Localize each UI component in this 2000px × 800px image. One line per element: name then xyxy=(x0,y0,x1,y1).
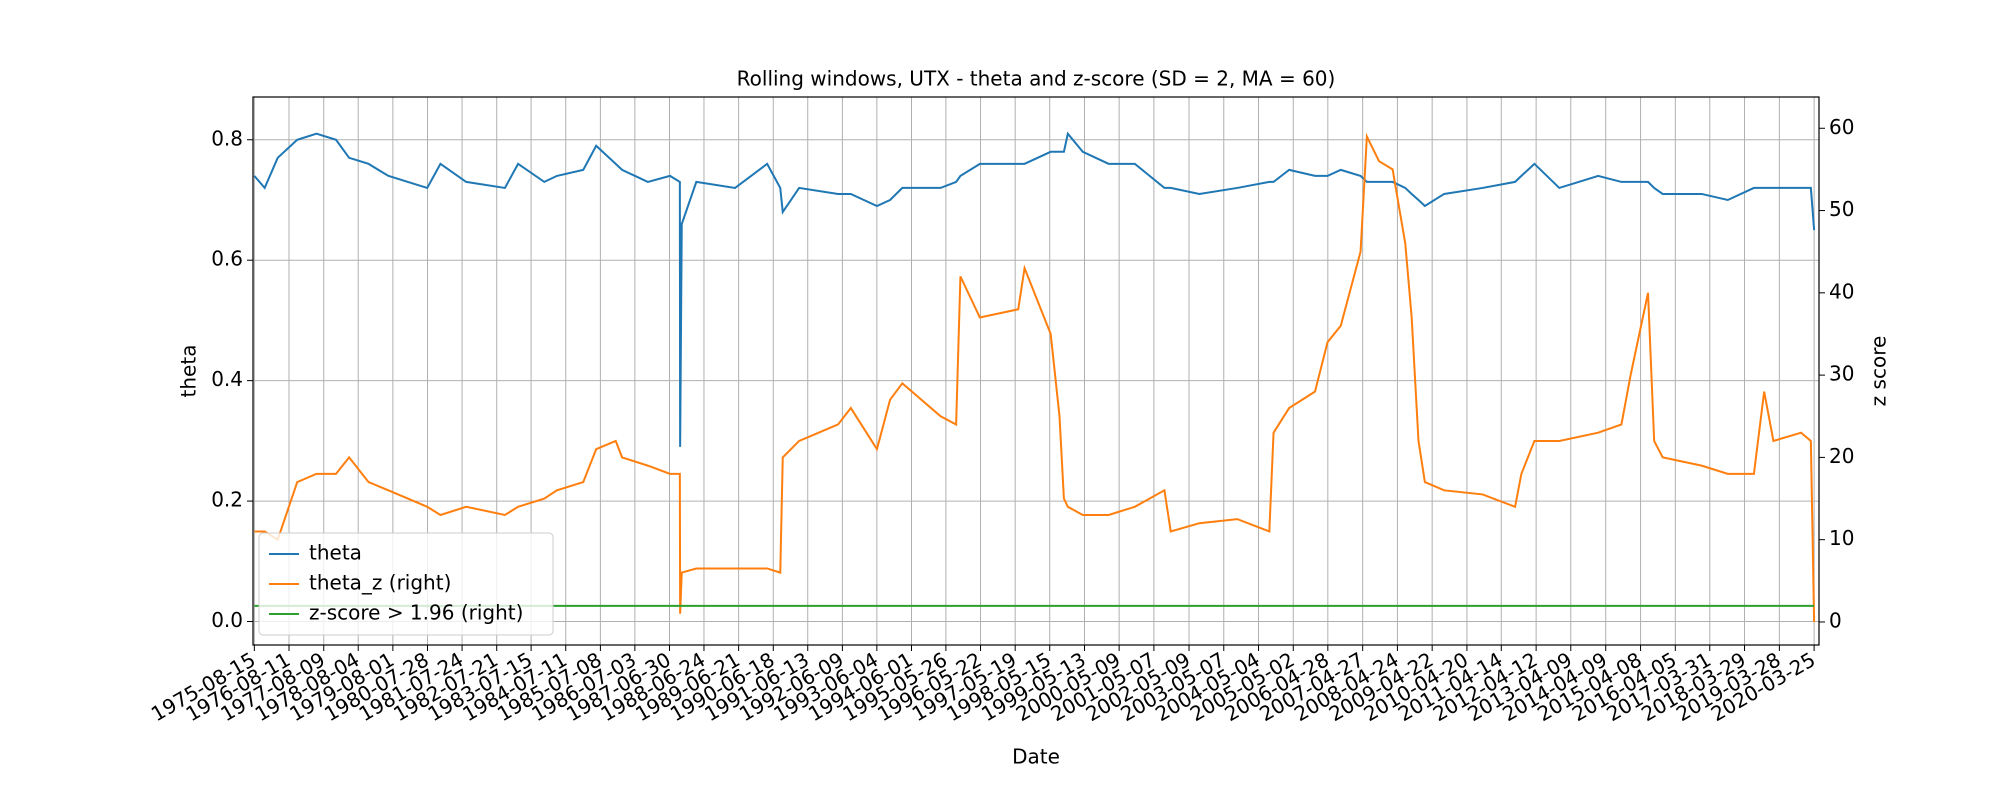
x-axis-label: Date xyxy=(1012,745,1060,769)
legend-box xyxy=(258,532,554,636)
y2-tick-label: 30 xyxy=(1829,362,1854,386)
series-line xyxy=(254,132,1816,622)
plot-frame xyxy=(252,96,1820,646)
y-tick-label: 0.0 xyxy=(211,608,243,632)
y2-axis-label: z score xyxy=(1867,336,1891,407)
legend-label: theta_z (right) xyxy=(309,571,451,595)
y-tick-label: 0.6 xyxy=(211,247,243,271)
y2-tick-label: 60 xyxy=(1829,115,1854,139)
y2-tick-label: 0 xyxy=(1829,608,1842,632)
chart-title: Rolling windows, UTX - theta and z-score… xyxy=(737,67,1336,91)
y2-tick-label: 50 xyxy=(1829,197,1854,221)
y2-tick-label: 20 xyxy=(1829,444,1854,468)
y2-tick-label: 10 xyxy=(1829,526,1854,550)
y2-tick-label: 40 xyxy=(1829,279,1854,303)
y-tick-label: 0.4 xyxy=(211,367,243,391)
series-line xyxy=(253,131,1816,447)
legend-label: z-score > 1.96 (right) xyxy=(309,601,523,625)
y-tick-label: 0.8 xyxy=(211,126,243,150)
legend-label: theta xyxy=(309,541,362,565)
y-axis-label: theta xyxy=(177,345,201,398)
y-tick-label: 0.2 xyxy=(211,488,243,512)
